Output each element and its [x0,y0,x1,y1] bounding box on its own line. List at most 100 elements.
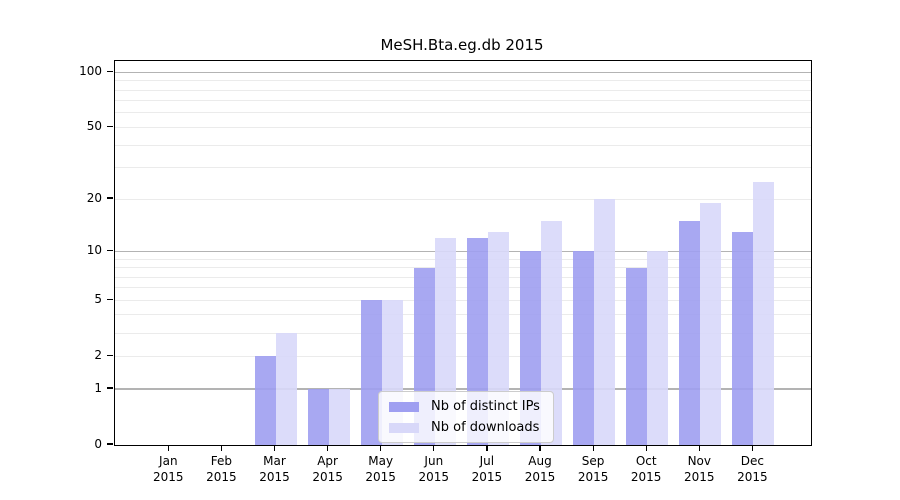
gridline-minor [115,144,811,146]
x-tick-year: 2015 [259,469,290,484]
x-tick-year: 2015 [418,469,450,484]
bar-downloads-mar [275,333,297,445]
x-tick-mark [592,446,594,451]
x-tick-month: May [368,454,394,468]
x-tick-mark [380,446,382,451]
x-tick-mark [539,446,541,451]
y-tick-label: 50 [86,119,102,134]
bar-downloads-oct [647,251,669,445]
legend-swatch-ips [389,401,419,412]
legend-label: Nb of downloads [431,420,540,435]
gridline-minor [115,332,811,334]
x-tick-label: May 2015 [349,454,413,485]
gridline-minor [115,80,811,82]
bar-ips-nov [679,221,701,445]
x-tick-mark [273,446,276,451]
y-tick-mark [107,298,113,300]
y-tick-mark [107,443,113,445]
plot-area [114,60,812,446]
y-tick-label: 0 [94,437,102,451]
y-tick-mark [107,354,113,356]
bar-downloads-aug [541,221,562,445]
x-tick-year: 2015 [737,469,768,484]
gridline-minor [115,112,811,114]
gridline-minor [115,355,811,357]
x-tick-mark [486,446,488,451]
y-tick-mark [107,70,113,72]
legend-swatch-downloads [389,422,419,433]
x-tick-month: Aug [528,454,552,468]
x-tick-month: Nov [687,454,711,468]
x-tick-label: Nov 2015 [667,454,731,485]
gridline-minor [115,258,811,260]
legend: Nb of distinct IPs Nb of downloads [378,391,554,443]
x-tick-label: Jun 2015 [402,454,466,485]
x-tick-label: Dec 2015 [720,454,784,485]
chart-title: MeSH.Bta.eg.db 2015 [380,36,544,54]
legend-label: Nb of distinct IPs [431,399,540,414]
x-tick-year: 2015 [684,469,715,484]
x-tick-mark [751,446,754,451]
x-tick-label: Jan 2015 [136,454,200,485]
gridline-minor [115,198,811,200]
bar-ips-may [360,300,382,445]
gridline-major [115,250,811,252]
y-tick-mark [107,197,113,199]
x-tick-label: Feb 2015 [189,454,253,485]
bar-ips-apr [307,389,329,445]
x-tick-year: 2015 [577,469,609,484]
x-tick-mark [220,446,223,451]
x-tick-label: Oct 2015 [614,454,678,485]
y-tick-mark [107,125,113,128]
x-tick-mark [698,446,700,451]
gridline-minor [115,287,811,289]
bar-downloads-dec [753,181,775,445]
bar-ips-mar [254,356,276,445]
y-tick-label: 10 [86,243,102,258]
gridline-minor [115,314,811,316]
x-tick-month: Mar [263,454,286,468]
gridline-major [115,388,811,390]
y-tick-label: 1 [94,381,102,395]
x-tick-year: 2015 [630,469,662,484]
y-tick-label: 2 [94,348,102,363]
y-tick-mark [107,387,113,389]
legend-item: Nb of downloads [389,420,540,435]
x-tick-label: Jul 2015 [455,454,519,485]
bar-downloads-apr [328,389,350,445]
bar-ips-oct [626,267,648,445]
gridline-major [115,71,811,73]
x-tick-mark [327,446,329,451]
x-tick-month: Jan [159,454,178,468]
x-tick-month: Apr [317,454,338,468]
x-tick-mark [167,446,169,451]
x-tick-month: Feb [210,454,233,468]
x-tick-year: 2015 [153,469,184,484]
y-tick-mark [107,249,113,251]
y-tick-label: 5 [94,292,102,307]
x-tick-year: 2015 [312,469,343,484]
gridline-minor [115,267,811,268]
x-tick-year: 2015 [206,469,237,484]
x-tick-month: Jun [424,454,444,468]
bar-ips-dec [732,231,754,445]
x-tick-month: Jul [479,454,495,468]
bar-downloads-nov [700,203,722,445]
gridline-minor [115,167,811,169]
y-tick-label: 20 [86,191,102,206]
legend-item: Nb of distinct IPs [389,399,540,414]
x-tick-year: 2015 [365,469,396,484]
x-tick-label: Apr 2015 [296,454,360,485]
x-tick-label: Mar 2015 [243,454,307,485]
x-tick-mark [645,446,647,451]
gridline-minor [115,276,811,278]
x-tick-mark [433,446,435,451]
x-tick-label: Aug 2015 [508,454,572,485]
gridline-minor [115,100,811,102]
x-tick-label: Sep 2015 [561,454,625,485]
gridline-minor [115,126,811,128]
x-tick-year: 2015 [471,469,503,484]
gridline-minor [115,299,811,301]
x-tick-month: Sep [581,454,605,468]
